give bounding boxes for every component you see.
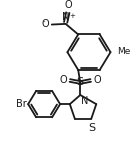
- Text: Me: Me: [117, 47, 130, 56]
- Text: S: S: [77, 78, 84, 87]
- Text: N: N: [62, 12, 69, 22]
- Text: O: O: [94, 75, 101, 85]
- Text: O: O: [41, 19, 49, 29]
- Text: Br: Br: [16, 99, 27, 109]
- Text: N: N: [81, 96, 88, 106]
- Text: -: -: [43, 19, 45, 25]
- Text: O: O: [59, 75, 67, 85]
- Text: +: +: [69, 13, 75, 19]
- Text: O: O: [65, 0, 72, 10]
- Text: S: S: [88, 123, 95, 133]
